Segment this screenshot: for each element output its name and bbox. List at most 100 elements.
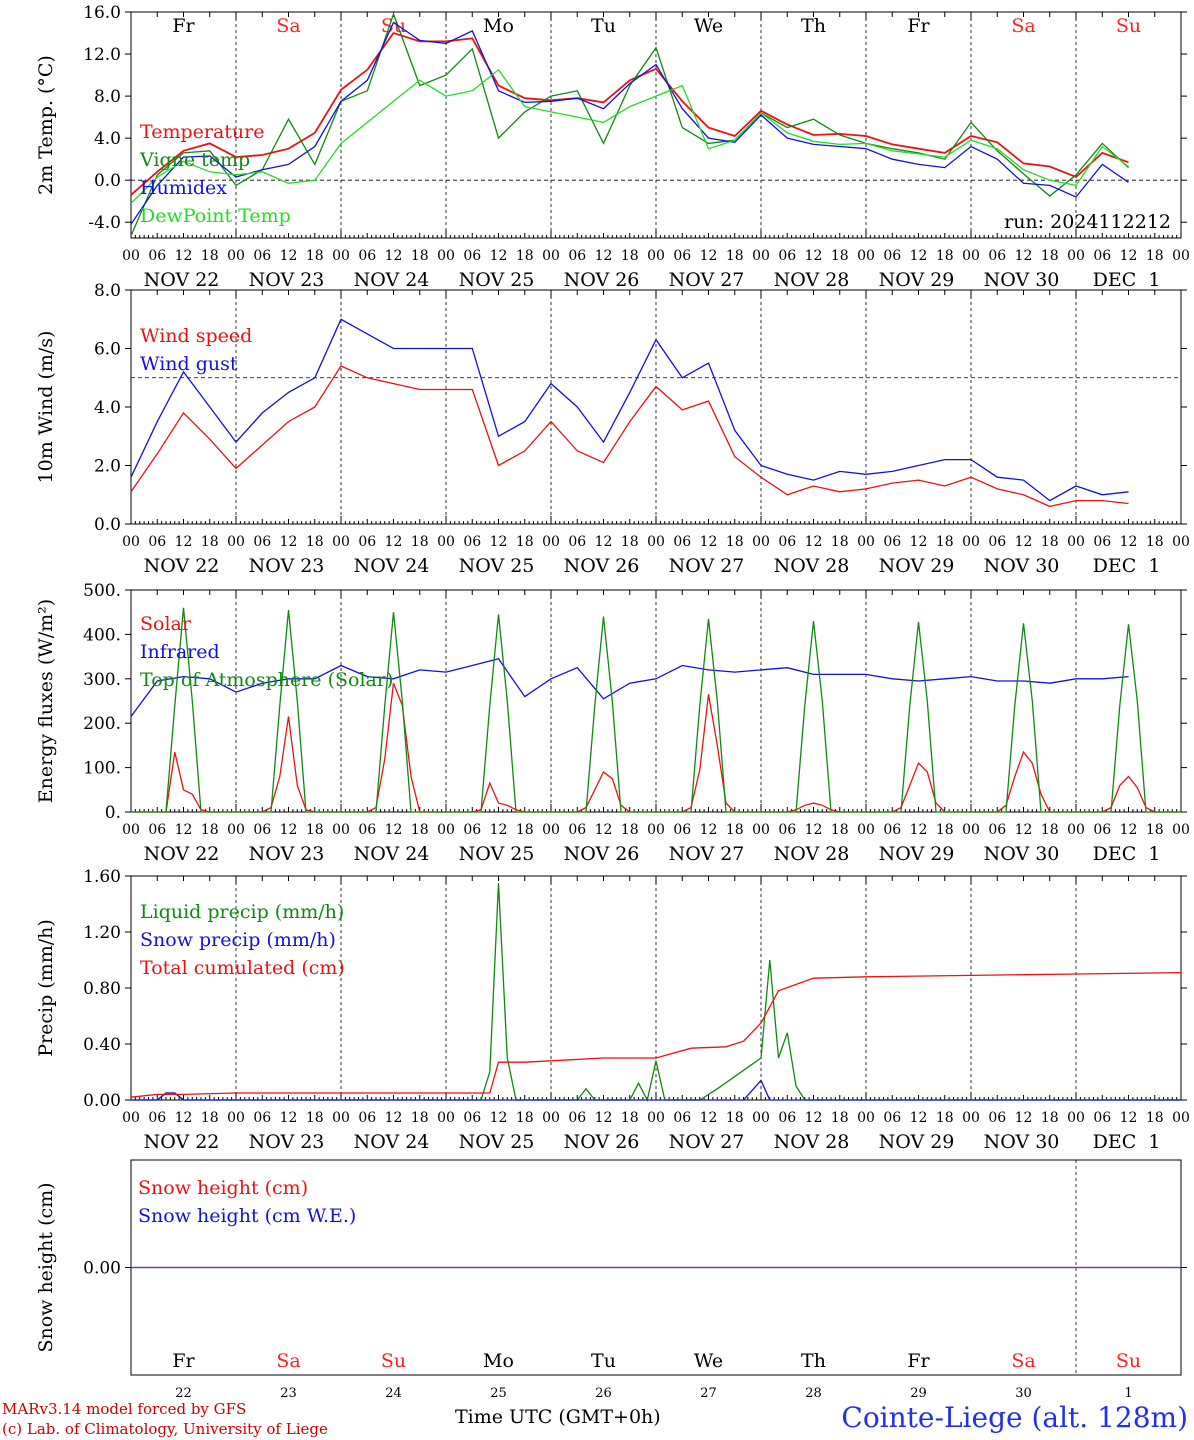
hour-label: 06 — [1093, 534, 1111, 550]
hour-label: 00 — [227, 822, 245, 838]
hour-label: 12 — [175, 248, 193, 264]
y-axis-label: Snow height (cm) — [35, 1182, 57, 1352]
weekday-label: Fr — [172, 1350, 195, 1372]
hour-label: 06 — [253, 534, 271, 550]
hour-label: 06 — [673, 534, 691, 550]
hour-label: 06 — [148, 534, 166, 550]
date-label: NOV 30 — [984, 555, 1060, 577]
hour-label: 12 — [490, 822, 508, 838]
hour-label: 00 — [542, 1110, 560, 1126]
y-tick-label: 1.20 — [83, 923, 121, 943]
hour-label: 12 — [280, 248, 298, 264]
y-tick-label: 100. — [83, 759, 121, 779]
hour-label: 00 — [1067, 534, 1085, 550]
y-tick-label: 0.00 — [83, 1259, 121, 1279]
hour-label: 18 — [1041, 534, 1059, 550]
hour-label: 00 — [857, 248, 875, 264]
run-annotation: run: 2024112212 — [1004, 211, 1171, 233]
date-label: NOV 27 — [669, 843, 745, 865]
legend-entry: Wind speed — [140, 325, 252, 347]
y-tick-label: 8.0 — [94, 87, 121, 107]
hour-label: 00 — [332, 534, 350, 550]
hour-label: 00 — [122, 1110, 140, 1126]
model-credit: MARv3.14 model forced by GFS — [2, 1400, 247, 1418]
hour-label: 18 — [726, 534, 744, 550]
series-line-vigne-temp — [130, 12, 1129, 237]
hour-label: 18 — [201, 822, 219, 838]
hour-label: 00 — [962, 534, 980, 550]
hour-label: 00 — [752, 248, 770, 264]
date-label: DEC 1 — [1093, 843, 1161, 865]
date-label: NOV 30 — [984, 1131, 1060, 1153]
date-label: NOV 29 — [879, 1131, 955, 1153]
date-label: NOV 26 — [564, 1131, 640, 1153]
hour-label: 18 — [831, 1110, 849, 1126]
hour-label: 06 — [568, 822, 586, 838]
weekday-label: Sa — [1011, 15, 1035, 37]
date-label: NOV 29 — [879, 555, 955, 577]
y-tick-label: 400. — [83, 625, 121, 645]
hour-label: 12 — [1015, 248, 1033, 264]
hour-label: 00 — [227, 1110, 245, 1126]
series-line-wind-speed — [130, 365, 1129, 508]
hour-label: 00 — [542, 822, 560, 838]
hour-label: 12 — [280, 1110, 298, 1126]
weekday-label: Su — [1116, 1350, 1141, 1372]
hour-label: 18 — [936, 248, 954, 264]
chart-panel-2: 8.0 6.0 4.0 2.0 0.0 10m Wind (m/s) 00 06 12 18 00 0… — [35, 281, 1190, 577]
day-number-label: 22 — [175, 1386, 192, 1401]
hour-label: 18 — [1041, 1110, 1059, 1126]
hour-label: 18 — [831, 248, 849, 264]
date-label: NOV 23 — [249, 843, 325, 865]
hour-label: 06 — [568, 248, 586, 264]
y-tick-label: 500. — [83, 581, 121, 601]
hour-label: 06 — [988, 822, 1006, 838]
day-number-label: 28 — [805, 1386, 822, 1401]
hour-label: 00 — [1067, 822, 1085, 838]
legend-entry: DewPoint Temp — [140, 205, 291, 227]
date-label: NOV 25 — [459, 555, 535, 577]
hour-label: 18 — [516, 1110, 534, 1126]
hour-label: 00 — [1172, 248, 1190, 264]
hour-label: 06 — [988, 248, 1006, 264]
hour-label: 06 — [988, 534, 1006, 550]
date-label: NOV 30 — [984, 843, 1060, 865]
hour-label: 12 — [595, 1110, 613, 1126]
hour-label: 00 — [542, 534, 560, 550]
hour-label: 18 — [1041, 248, 1059, 264]
hour-label: 06 — [1093, 822, 1111, 838]
date-label: DEC 1 — [1093, 1131, 1161, 1153]
chart-panel-5: 0.00 Snow height (cm) Fr Sa Su Mo Tu We Th Fr Sa Su… — [35, 1159, 1187, 1401]
hour-label: 06 — [673, 248, 691, 264]
date-label: NOV 25 — [459, 1131, 535, 1153]
hour-label: 18 — [411, 1110, 429, 1126]
hour-label: 00 — [437, 822, 455, 838]
date-label: NOV 24 — [354, 1131, 430, 1153]
hour-label: 18 — [1146, 248, 1164, 264]
weekday-label: Mo — [483, 15, 514, 37]
weekday-label: Th — [801, 1350, 826, 1372]
hour-label: 06 — [253, 248, 271, 264]
hour-label: 00 — [332, 248, 350, 264]
hour-label: 00 — [647, 822, 665, 838]
hour-label: 12 — [1015, 534, 1033, 550]
hour-label: 06 — [358, 822, 376, 838]
date-label: NOV 28 — [774, 843, 850, 865]
y-tick-label: 0.00 — [83, 1091, 121, 1111]
hour-label: 12 — [385, 534, 403, 550]
hour-label: 12 — [490, 1110, 508, 1126]
hour-label: 06 — [988, 1110, 1006, 1126]
date-label: NOV 28 — [774, 555, 850, 577]
y-tick-label: 1.60 — [83, 867, 121, 887]
y-tick-label: 6.0 — [94, 340, 121, 360]
hour-label: 06 — [253, 1110, 271, 1126]
hour-label: 12 — [385, 248, 403, 264]
hour-label: 12 — [1120, 248, 1138, 264]
hour-label: 06 — [358, 534, 376, 550]
hour-label: 12 — [910, 822, 928, 838]
hour-label: 06 — [463, 1110, 481, 1126]
hour-label: 00 — [1172, 822, 1190, 838]
hour-label: 12 — [805, 1110, 823, 1126]
date-label: NOV 25 — [459, 843, 535, 865]
